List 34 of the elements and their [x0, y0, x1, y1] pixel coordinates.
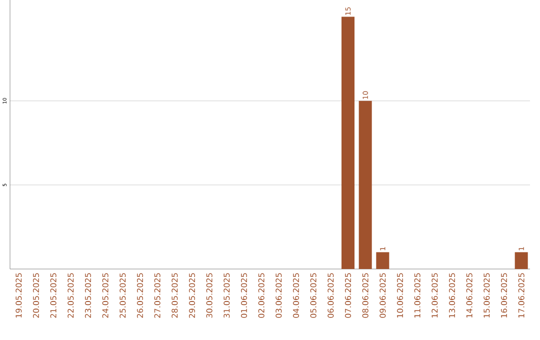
x-tick-label: 05.06.2025 — [310, 273, 316, 318]
x-tick-label: 15.06.2025 — [484, 273, 490, 318]
x-tick-label: 26.05.2025 — [136, 273, 144, 318]
bar — [376, 252, 390, 269]
x-tick-label: 19.05.2025 — [16, 273, 22, 318]
x-tick-label: 12.06.2025 — [432, 273, 438, 318]
x-tick-label: 29.05.2025 — [188, 273, 196, 318]
x-tick-label: 14.06.2025 — [466, 273, 472, 318]
x-tick-label: 02.06.2025 — [258, 273, 264, 318]
x-tick-label: 22.05.2025 — [68, 273, 74, 318]
bar — [342, 16, 355, 269]
x-tick-label: 06.06.2025 — [328, 273, 334, 318]
x-tick-label: 21.05.2025 — [50, 273, 56, 318]
x-tick-label: 17.06.2025 — [518, 273, 524, 318]
x-tick-label: 01.06.2025 — [240, 273, 248, 318]
bar — [514, 252, 528, 269]
x-tick-label: 09.06.2025 — [380, 273, 386, 318]
x-tick-label: 03.06.2025 — [276, 273, 282, 318]
bar — [358, 100, 372, 269]
x-tick-label: 11.06.2025 — [414, 273, 420, 318]
x-tick-label: 16.06.2025 — [500, 273, 508, 318]
x-tick-label: 08.06.2025 — [362, 273, 368, 318]
x-tick-label: 04.06.2025 — [292, 273, 300, 318]
x-tick-label: 20.05.2025 — [32, 273, 40, 318]
x-tick-label: 07.06.2025 — [344, 273, 352, 318]
x-tick-label: 28.05.2025 — [172, 273, 178, 318]
x-tick-label: 13.06.2025 — [448, 273, 456, 318]
x-tick-label: 25.05.2025 — [120, 273, 126, 318]
x-tick-label: 27.05.2025 — [154, 273, 160, 318]
x-tick-label: 30.05.2025 — [206, 273, 212, 318]
x-tick-label: 23.05.2025 — [84, 273, 92, 318]
x-tick-label: 24.05.2025 — [102, 273, 108, 318]
x-tick-label: 10.06.2025 — [396, 273, 404, 318]
x-tick-label: 31.05.2025 — [224, 273, 230, 318]
